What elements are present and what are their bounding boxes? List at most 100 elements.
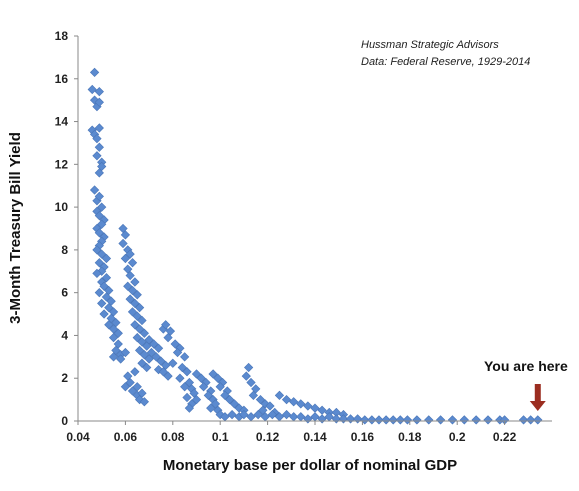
x-tick-label: 0.18 bbox=[398, 430, 422, 444]
data-point bbox=[296, 399, 306, 409]
data-point bbox=[289, 397, 299, 407]
data-point bbox=[123, 281, 133, 291]
data-point bbox=[198, 382, 209, 392]
data-point bbox=[142, 362, 152, 373]
data-point bbox=[97, 161, 107, 172]
x-tick-label: 0.1 bbox=[212, 430, 229, 444]
data-point bbox=[149, 339, 159, 349]
data-point bbox=[132, 332, 142, 343]
data-point bbox=[139, 350, 149, 360]
data-point bbox=[244, 362, 254, 373]
x-tick-label: 0.08 bbox=[161, 430, 185, 444]
data-point bbox=[317, 405, 327, 415]
data-point bbox=[310, 403, 320, 413]
data-point bbox=[130, 298, 140, 308]
y-tick-label: 14 bbox=[55, 115, 69, 129]
data-point bbox=[177, 362, 187, 373]
data-point bbox=[182, 392, 192, 403]
data-point bbox=[130, 367, 140, 377]
data-point bbox=[118, 238, 128, 249]
data-point bbox=[94, 211, 104, 221]
x-tick-label: 0.04 bbox=[66, 430, 90, 444]
data-point bbox=[182, 367, 192, 377]
data-point bbox=[213, 373, 223, 383]
data-point bbox=[395, 415, 405, 425]
data-point bbox=[94, 123, 104, 133]
data-point bbox=[146, 347, 157, 358]
x-tick-label: 0.06 bbox=[114, 430, 138, 444]
data-point bbox=[203, 390, 213, 400]
data-point bbox=[184, 403, 195, 413]
data-point bbox=[239, 409, 249, 420]
data-point bbox=[274, 390, 285, 400]
data-point bbox=[412, 415, 422, 425]
data-point bbox=[104, 303, 114, 313]
data-point bbox=[483, 415, 493, 425]
data-point bbox=[127, 386, 138, 396]
data-point bbox=[191, 369, 202, 379]
data-point bbox=[248, 390, 259, 400]
data-point bbox=[132, 311, 142, 321]
data-point bbox=[139, 397, 149, 407]
data-point bbox=[220, 390, 230, 400]
data-point bbox=[208, 369, 218, 379]
data-point bbox=[120, 347, 131, 358]
plot-area bbox=[87, 67, 543, 425]
data-point bbox=[241, 371, 251, 381]
data-point bbox=[367, 415, 377, 425]
data-point bbox=[108, 332, 119, 343]
arrow-shaft bbox=[534, 384, 541, 402]
data-point bbox=[134, 324, 145, 334]
data-point bbox=[310, 412, 320, 422]
data-point bbox=[172, 347, 183, 358]
data-point bbox=[125, 294, 135, 304]
y-tick-label: 6 bbox=[61, 286, 68, 300]
data-point bbox=[94, 228, 104, 238]
data-point bbox=[317, 414, 327, 424]
data-point bbox=[97, 249, 107, 259]
data-point bbox=[374, 415, 384, 425]
callout-label: You are here bbox=[484, 358, 568, 374]
data-point bbox=[526, 415, 536, 425]
data-point bbox=[125, 249, 135, 259]
data-point bbox=[87, 84, 97, 95]
data-point bbox=[125, 377, 135, 388]
data-point bbox=[132, 382, 142, 392]
data-point bbox=[381, 415, 391, 425]
data-point bbox=[388, 415, 398, 425]
data-point bbox=[113, 328, 123, 338]
data-point bbox=[132, 290, 142, 300]
data-point bbox=[99, 309, 109, 319]
y-axis-label: 3-Month Treasury Bill Yield bbox=[7, 132, 24, 324]
data-point bbox=[92, 134, 102, 144]
data-point bbox=[120, 230, 131, 240]
data-point bbox=[120, 382, 131, 392]
y-tick-label: 10 bbox=[55, 200, 69, 214]
data-point bbox=[94, 86, 104, 97]
data-point bbox=[92, 151, 102, 161]
data-point bbox=[215, 382, 225, 392]
data-point bbox=[92, 245, 102, 255]
data-point bbox=[163, 332, 173, 343]
y-tick-label: 0 bbox=[61, 414, 68, 428]
data-point bbox=[225, 394, 235, 405]
data-point bbox=[97, 202, 107, 212]
data-point bbox=[281, 394, 292, 405]
data-point bbox=[158, 367, 168, 377]
y-tick-label: 16 bbox=[55, 72, 69, 86]
data-point bbox=[116, 354, 126, 364]
data-point bbox=[246, 377, 256, 388]
data-point bbox=[196, 373, 206, 383]
data-point bbox=[101, 273, 112, 283]
data-point bbox=[130, 320, 140, 330]
arrow-head bbox=[529, 401, 546, 411]
data-point bbox=[227, 409, 237, 420]
data-point bbox=[168, 358, 178, 368]
data-point bbox=[175, 373, 185, 383]
data-point bbox=[303, 414, 313, 424]
data-point bbox=[518, 415, 529, 425]
data-point bbox=[296, 412, 306, 422]
data-point bbox=[137, 337, 147, 347]
